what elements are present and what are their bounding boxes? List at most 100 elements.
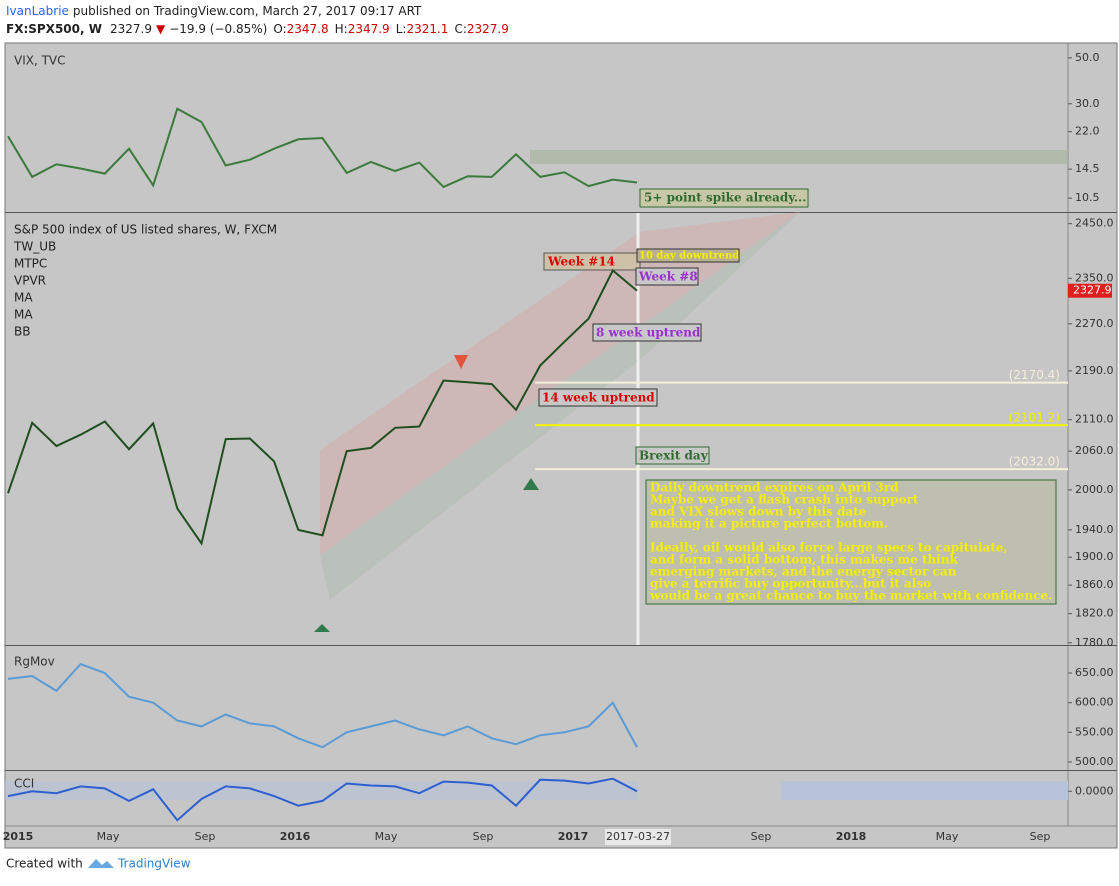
y-tick-label: 1780.0 bbox=[1075, 636, 1114, 649]
series-line bbox=[7, 662, 638, 749]
last-price-label: 2327.9 bbox=[1073, 284, 1112, 297]
header-line: IvanLabrie published on TradingView.com, … bbox=[6, 4, 422, 18]
change: −19.9 (−0.85%) bbox=[169, 22, 267, 36]
arrow-down bbox=[454, 355, 468, 369]
annotation: 8 week uptrend bbox=[596, 326, 701, 340]
x-tick-label: May bbox=[97, 830, 120, 843]
annotation-box bbox=[635, 446, 710, 465]
y-tick-label: 1860.0 bbox=[1075, 578, 1114, 591]
y-tick-label: 2450.0 bbox=[1075, 217, 1114, 230]
annotation: Week #14 bbox=[547, 255, 615, 269]
annotation: 10 day downtrend bbox=[639, 251, 739, 262]
indicator: MTPC bbox=[14, 257, 47, 271]
y-tick-label: 10.5 bbox=[1075, 191, 1100, 204]
note-line: and VIX slows down by this date bbox=[650, 505, 867, 519]
tv-logo bbox=[88, 859, 114, 868]
note-line: Ideally, oil would also force large spec… bbox=[650, 541, 1008, 555]
y-tick-label: 2190.0 bbox=[1075, 364, 1114, 377]
h-label: H: bbox=[335, 22, 348, 36]
y-tick-label: 2270.0 bbox=[1075, 317, 1114, 330]
y-tick-label: 0.0000 bbox=[1075, 784, 1114, 797]
x-tick-label: Sep bbox=[1030, 830, 1051, 843]
arrow-up bbox=[314, 624, 330, 632]
current-date-tag bbox=[605, 829, 671, 845]
y-tick-label: 2350.0 bbox=[1075, 271, 1114, 284]
footer-brand[interactable]: TradingView bbox=[117, 857, 191, 871]
o-label: O: bbox=[273, 22, 286, 36]
annotation-box bbox=[639, 188, 809, 208]
y-tick-label: 1900.0 bbox=[1075, 550, 1114, 563]
cci-band bbox=[5, 781, 638, 800]
vix-zone bbox=[530, 150, 1068, 164]
x-tick-label: Sep bbox=[195, 830, 216, 843]
annotation-box bbox=[592, 323, 702, 342]
h: 2347.9 bbox=[348, 22, 390, 36]
pane-title: VIX, TVC bbox=[14, 54, 66, 68]
indicator: MA bbox=[14, 291, 33, 305]
indicator: VPVR bbox=[14, 274, 46, 288]
c: 2327.9 bbox=[467, 22, 509, 36]
x-tick-label: 2018 bbox=[836, 830, 867, 843]
y-tick-label: 30.0 bbox=[1075, 97, 1100, 110]
l: 2321.1 bbox=[406, 22, 448, 36]
published: published on TradingView.com, March 27, … bbox=[73, 4, 422, 18]
annotation: 14 week uptrend bbox=[542, 391, 655, 405]
frame bbox=[4, 42, 1118, 849]
annotation: 5+ point spike already... bbox=[644, 191, 806, 205]
annotation-box bbox=[636, 248, 740, 263]
arrow-up bbox=[523, 478, 539, 490]
y-tick-label: 2060.0 bbox=[1075, 444, 1114, 457]
y-tick-label: 22.0 bbox=[1075, 125, 1100, 138]
x-tick-label: 2017 bbox=[558, 830, 589, 843]
annotation-box bbox=[635, 267, 699, 286]
note-box bbox=[645, 479, 1057, 605]
series-line bbox=[7, 268, 638, 546]
x-tick-label: Sep bbox=[751, 830, 772, 843]
note-line: give a terrific buy opportunity...but it… bbox=[650, 577, 931, 591]
footer-created: Created with bbox=[6, 857, 83, 871]
y-tick-label: 50.0 bbox=[1075, 51, 1100, 64]
l-label: L: bbox=[396, 22, 407, 36]
note-line: making it a picture perfect bottom. bbox=[650, 517, 888, 531]
level-label: (2032.0) bbox=[1009, 455, 1060, 469]
indicator: BB bbox=[14, 325, 30, 339]
pane-title: CCI bbox=[14, 777, 34, 791]
level-label: (2170.4) bbox=[1009, 368, 1060, 382]
note-line: Maybe we get a flash crash into support bbox=[650, 493, 919, 507]
note-line: would be a great chance to buy the marke… bbox=[649, 589, 1052, 603]
note-line: emerging markets, and the energy sector … bbox=[650, 565, 957, 579]
series-line bbox=[7, 777, 638, 822]
y-tick-label: 2000.0 bbox=[1075, 483, 1114, 496]
x-tick-label: May bbox=[375, 830, 398, 843]
y-tick-label: 2110.0 bbox=[1075, 413, 1114, 426]
o: 2347.8 bbox=[287, 22, 329, 36]
pane-title: RgMov bbox=[14, 655, 55, 669]
annotation-box bbox=[538, 388, 658, 407]
author[interactable]: IvanLabrie bbox=[6, 4, 69, 18]
x-tick-label: 2016 bbox=[280, 830, 311, 843]
y-tick-label: 14.5 bbox=[1075, 162, 1100, 175]
symbol: FX:SPX500, W bbox=[6, 22, 102, 36]
note: Daily downtrend expires on April 3rdMayb… bbox=[649, 481, 1052, 603]
annotation: Week #8 bbox=[638, 270, 698, 284]
y-tick-label: 1820.0 bbox=[1075, 607, 1114, 620]
y-tick-label: 500.00 bbox=[1075, 755, 1114, 768]
c-label: C: bbox=[454, 22, 466, 36]
last-price-tag bbox=[1068, 283, 1112, 298]
x-tick-label: 2015 bbox=[3, 830, 34, 843]
indicator: TW_UB bbox=[13, 240, 56, 254]
x-tick-label: 2017-03-27 bbox=[606, 830, 670, 843]
series-line bbox=[7, 107, 638, 189]
note-line: Daily downtrend expires on April 3rd bbox=[650, 481, 899, 495]
symbol-line: FX:SPX500, W 2327.9 ▼ −19.9 (−0.85%) O:2347.… bbox=[6, 22, 509, 36]
down-arrow: ▼ bbox=[156, 22, 166, 36]
note-line: and form a solid bottom, this makes me t… bbox=[650, 553, 959, 567]
last: 2327.9 bbox=[110, 22, 152, 36]
y-tick-label: 550.00 bbox=[1075, 725, 1114, 738]
y-tick-label: 650.00 bbox=[1075, 666, 1114, 679]
indicator: MA bbox=[14, 308, 33, 322]
x-tick-label: May bbox=[936, 830, 959, 843]
x-tick-label: Sep bbox=[473, 830, 494, 843]
level-label: (2101.2) bbox=[1009, 411, 1060, 425]
